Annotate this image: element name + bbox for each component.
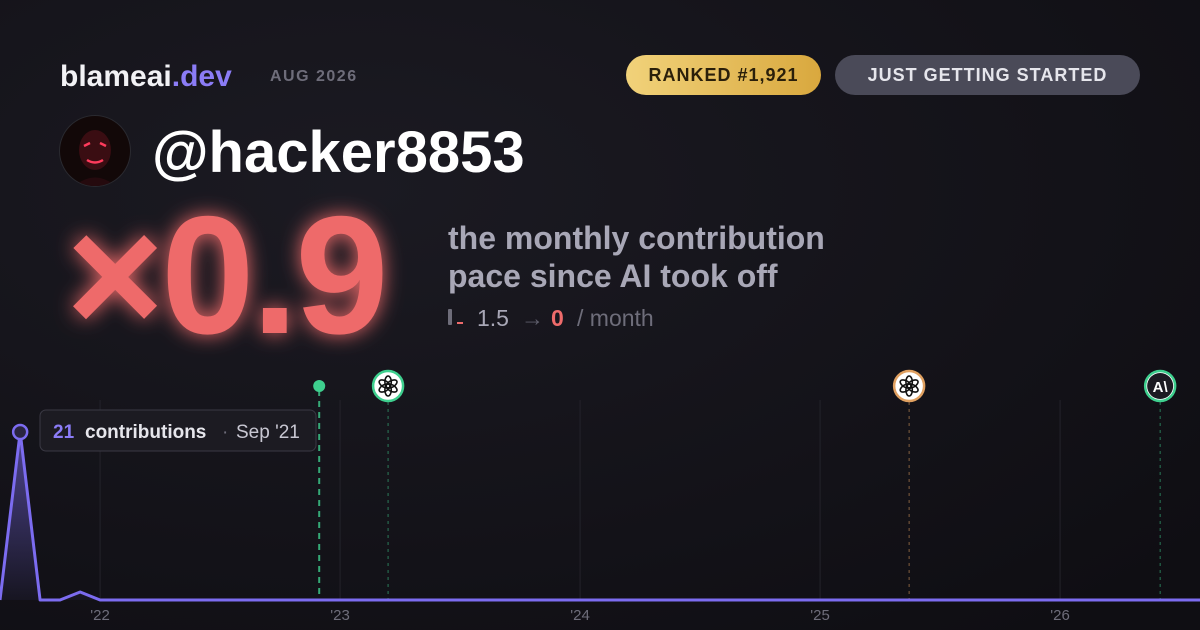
- peak-point: [11, 423, 29, 441]
- tooltip-value: 21: [53, 422, 75, 443]
- brand-name: blameai: [60, 60, 172, 93]
- pace-arrow: →: [521, 305, 544, 331]
- pace-before: 1.5: [477, 305, 509, 331]
- marker-icon-bg: [1147, 373, 1174, 399]
- brand: blameai.dev: [60, 60, 232, 93]
- pace-unit: / month: [577, 305, 654, 331]
- glyph-petal: [899, 379, 912, 389]
- marker-label: A\: [1153, 379, 1169, 396]
- status-text: JUST GETTING STARTED: [868, 65, 1108, 85]
- x-tick-label: '24: [570, 607, 590, 624]
- glyph-petal: [378, 379, 391, 389]
- marker-glyph: [899, 375, 919, 397]
- x-tick-label: '22: [90, 607, 110, 624]
- caption-line: the monthly contribution: [448, 220, 825, 256]
- x-tick-label: '25: [810, 607, 830, 624]
- tooltip-date: Sep '21: [236, 422, 300, 443]
- rank-badge: [626, 55, 821, 95]
- multiplier: ×0.9: [66, 181, 386, 369]
- tooltip-unit: contributions: [85, 422, 206, 443]
- pace-icon: [448, 309, 463, 325]
- x-tick-label: '26: [1050, 607, 1070, 624]
- status-badge: [835, 55, 1140, 95]
- marker-glyph: [378, 375, 398, 397]
- x-tick-label: '23: [330, 607, 350, 624]
- marker-icon: [371, 369, 405, 403]
- caption-line: pace since AI took off: [448, 258, 778, 294]
- avatar: [59, 115, 131, 187]
- rank-text: RANKED #1,921: [648, 65, 798, 85]
- handle: @hacker8853: [152, 120, 525, 185]
- period: AUG 2026: [270, 68, 358, 85]
- marker-icon: [892, 369, 926, 403]
- tooltip-separator: ·: [222, 422, 228, 443]
- tooltip: [39, 409, 317, 452]
- marker-dot: [313, 380, 326, 392]
- pace-after: 0: [551, 305, 564, 331]
- brand-tld: .dev: [172, 60, 232, 93]
